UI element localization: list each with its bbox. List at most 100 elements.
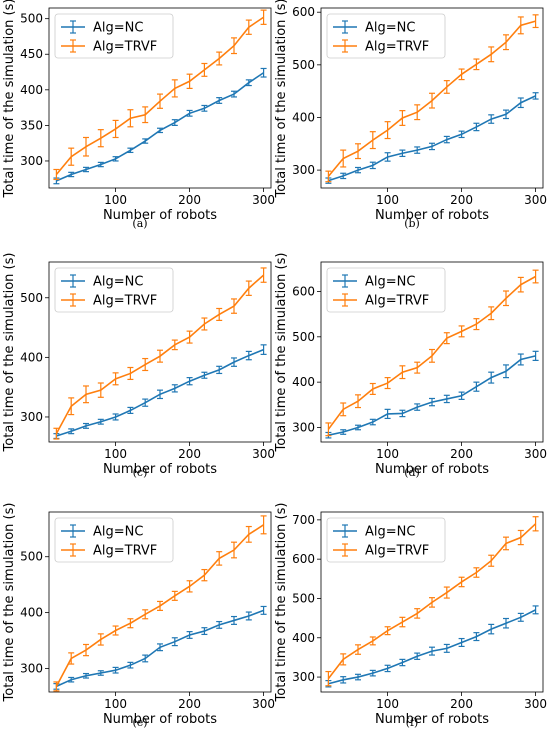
y-tick-label: 400 — [20, 350, 43, 364]
legend: Alg=NC Alg=TRVF — [54, 13, 174, 59]
y-tick-label: 500 — [292, 58, 315, 72]
x-tick-label: 100 — [376, 447, 399, 461]
axes-frame — [320, 7, 544, 189]
series-alg-trvf — [53, 9, 267, 181]
y-axis-label: Total time of the simulation (s) — [2, 0, 17, 198]
y-tick-label: 300 — [292, 670, 315, 684]
legend: Alg=NC Alg=TRVF — [326, 517, 446, 563]
x-tick-label: 200 — [450, 447, 473, 461]
x-tick-label: 300 — [252, 447, 275, 461]
x-tick-label: 200 — [178, 697, 201, 711]
y-axis-label: Total time of the simulation (s) — [274, 253, 289, 453]
panel-caption: (e) — [132, 716, 147, 729]
x-tick-label: 200 — [450, 193, 473, 207]
chart-panel-c: 100 200 300 300 400 500 Number of robots Total … — [2, 253, 275, 479]
y-tick-label: 350 — [20, 118, 43, 132]
y-axis-label: Total time of the simulation (s) — [2, 503, 17, 703]
series-line — [56, 72, 265, 182]
legend-box — [326, 13, 446, 59]
series-line — [327, 523, 537, 680]
series-line — [55, 16, 265, 175]
y-tick-label: 500 — [20, 550, 43, 564]
y-tick-label: 500 — [292, 330, 315, 344]
y-tick-label: 300 — [20, 662, 43, 676]
series-alg-nc — [53, 344, 267, 440]
series-line — [327, 20, 536, 177]
y-tick-label: 500 — [20, 12, 43, 26]
y-tick-label: 300 — [292, 420, 315, 434]
y-tick-label: 600 — [292, 552, 315, 566]
series-line — [327, 275, 536, 430]
axes-frame — [48, 261, 272, 443]
y-tick-label: 400 — [20, 83, 43, 97]
y-tick-label: 600 — [292, 284, 315, 298]
panel-caption: (f) — [406, 716, 419, 729]
legend-label: Alg=NC — [365, 525, 415, 540]
y-tick-label: 300 — [20, 154, 43, 168]
x-axis-label: Number of robots — [103, 462, 217, 477]
legend-label: Alg=NC — [365, 21, 415, 36]
legend-label: Alg=TRVF — [93, 40, 157, 55]
series-line — [55, 524, 265, 687]
x-tick-label: 100 — [376, 697, 399, 711]
legend: Alg=NC Alg=TRVF — [54, 517, 174, 563]
axes-frame — [320, 261, 544, 443]
series-alg-nc — [53, 67, 267, 185]
series-alg-trvf — [325, 14, 539, 183]
x-tick-label: 100 — [104, 447, 127, 461]
legend-label: Alg=NC — [93, 21, 143, 36]
series-alg-trvf — [53, 267, 267, 440]
series-line — [55, 274, 265, 435]
series-alg-nc — [325, 92, 539, 184]
series-line — [328, 355, 536, 436]
x-axis-label: Number of robots — [103, 712, 217, 727]
axes-frame — [320, 511, 544, 693]
axes-frame — [48, 511, 272, 693]
legend-label: Alg=TRVF — [93, 294, 157, 309]
series-line — [56, 609, 264, 688]
legend-box — [54, 13, 174, 59]
x-axis-label: Number of robots — [375, 208, 489, 223]
x-axis-label: Number of robots — [375, 462, 489, 477]
legend-label: Alg=TRVF — [365, 544, 429, 559]
chart-panel-b: 100 200 300 300 400 500 600 Number of robots Tot… — [274, 0, 547, 230]
y-tick-label: 500 — [20, 291, 43, 305]
series-alg-trvf — [53, 515, 267, 692]
panel-caption: (d) — [404, 466, 420, 479]
y-tick-label: 400 — [20, 606, 43, 620]
axes-frame — [48, 7, 272, 189]
legend-label: Alg=TRVF — [93, 544, 157, 559]
series-line — [328, 609, 536, 685]
legend-label: Alg=NC — [93, 525, 143, 540]
series-line — [328, 95, 536, 182]
y-axis-label: Total time of the simulation (s) — [274, 503, 289, 703]
y-tick-label: 300 — [292, 163, 315, 177]
chart-panel-f: 100 200 300 300 400 500 600 700 Number of robots… — [274, 503, 547, 729]
legend: Alg=NC Alg=TRVF — [326, 267, 446, 313]
series-alg-nc — [53, 605, 267, 690]
y-tick-label: 400 — [292, 110, 315, 124]
series-alg-nc — [325, 605, 539, 688]
legend-label: Alg=NC — [93, 275, 143, 290]
series-alg-trvf — [325, 516, 539, 687]
y-tick-label: 450 — [20, 47, 43, 61]
x-tick-label: 100 — [104, 697, 127, 711]
panel-caption: (b) — [404, 217, 420, 230]
x-axis-label: Number of robots — [103, 208, 217, 223]
series-alg-nc — [325, 350, 539, 439]
x-tick-label: 300 — [524, 193, 547, 207]
x-tick-label: 300 — [252, 193, 275, 207]
y-tick-label: 700 — [292, 513, 315, 527]
legend-label: Alg=NC — [365, 275, 415, 290]
x-tick-label: 300 — [524, 447, 547, 461]
legend-box — [54, 267, 174, 313]
x-tick-label: 200 — [450, 697, 473, 711]
y-axis-label: Total time of the simulation (s) — [2, 253, 17, 453]
panel-caption: (a) — [132, 217, 147, 230]
series-line — [56, 348, 264, 437]
x-axis-label: Number of robots — [375, 712, 489, 727]
x-tick-label: 100 — [104, 193, 127, 207]
y-axis-label: Total time of the simulation (s) — [274, 0, 289, 198]
x-tick-label: 300 — [524, 697, 547, 711]
